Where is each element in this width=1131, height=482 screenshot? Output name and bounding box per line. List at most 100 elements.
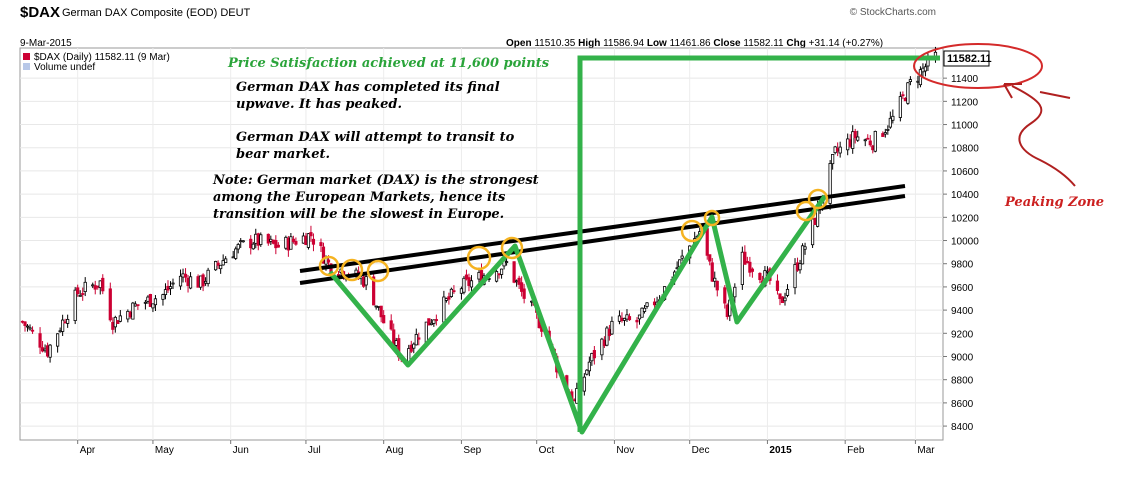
candle-body (118, 315, 122, 322)
x-tick-label: Mar (917, 445, 935, 456)
candle-body (637, 314, 642, 320)
candle-body (891, 115, 895, 121)
candle-body (743, 251, 747, 265)
peaking-ellipse (913, 43, 1043, 89)
candle-body (93, 285, 97, 290)
candle-body (181, 273, 185, 278)
candle-body (723, 287, 727, 304)
candle-body (309, 232, 313, 237)
candle-body (168, 286, 173, 290)
candle-body (304, 235, 308, 246)
candle-body (868, 140, 872, 146)
x-tick-label: 2015 (769, 445, 792, 456)
candle-body (848, 139, 852, 147)
candlesticks (20, 46, 938, 406)
candle-body (143, 301, 148, 304)
candle-body (25, 325, 30, 328)
candle-body (221, 260, 225, 266)
candle-body (467, 277, 471, 286)
y-tick-label: 10800 (951, 144, 979, 155)
x-tick-label: Oct (539, 445, 555, 456)
chg-label: Chg (786, 38, 806, 49)
candle-body (921, 67, 925, 73)
y-tick-label: 11400 (951, 74, 979, 85)
candle-body (259, 234, 263, 245)
description-text: German DAX Composite (EOD) (62, 7, 218, 19)
candle-body (382, 315, 386, 324)
candle-body (98, 280, 102, 289)
candle-body (793, 264, 797, 289)
chart-description: German DAX Composite (EOD) DEUT (62, 7, 250, 19)
candle-body (417, 337, 421, 340)
legend-volume: Volume undef (34, 62, 95, 73)
candle-body (429, 322, 433, 325)
candle-body (196, 276, 200, 288)
candle-body (198, 275, 203, 288)
candle-body (269, 238, 273, 242)
candle-body (582, 376, 586, 392)
candle-body (607, 329, 612, 337)
candle-body (204, 280, 208, 284)
candle-body (602, 339, 606, 347)
highlight-circle (340, 258, 364, 282)
trend-line-upper (299, 184, 906, 273)
candle-body (284, 236, 288, 249)
candle-body (83, 281, 87, 293)
candle-body (600, 338, 604, 356)
candle-body (452, 290, 456, 293)
y-tick-label: 9800 (951, 260, 974, 271)
candle-body (846, 138, 850, 151)
highlight-circle (680, 219, 704, 243)
candle-body (231, 256, 235, 259)
candle-body (783, 297, 787, 302)
candle-body (831, 154, 835, 165)
x-tick-label: Feb (847, 445, 865, 456)
candle-body (372, 276, 376, 306)
candle-body (427, 318, 431, 326)
candle-body (432, 319, 436, 324)
candle-body (58, 330, 62, 333)
highlight-circle (807, 188, 829, 210)
candle-body (522, 288, 526, 299)
candle-body (866, 137, 870, 140)
candle-body (78, 294, 82, 297)
candle-body (903, 97, 907, 102)
y-tick-label: 10000 (951, 237, 979, 248)
note-text-1: Note: German market (DAX) is the stronge… (212, 173, 539, 188)
candle-body (851, 131, 855, 149)
candle-body (96, 285, 100, 288)
candle-body (778, 293, 782, 300)
candle-body (585, 369, 589, 375)
candle-body (128, 311, 132, 318)
highlight-circle (500, 236, 524, 260)
candle-body (63, 321, 67, 324)
candle-body (326, 259, 331, 263)
candle-body (201, 274, 205, 287)
candle-body (898, 96, 902, 118)
candle-body (758, 272, 762, 281)
candle-body (499, 268, 504, 275)
chart-date: 9-Mar-2015 (20, 38, 72, 49)
candle-body (863, 139, 867, 142)
candle-body (610, 320, 614, 335)
candle-body (61, 319, 65, 332)
candle-body (444, 298, 448, 301)
candle-body (321, 246, 326, 264)
peaking-arrow-stem (1011, 85, 1076, 187)
candle-body (627, 316, 632, 321)
candle-body (286, 237, 290, 251)
candle-body (888, 117, 892, 128)
candle-body (131, 302, 135, 320)
candle-body (214, 260, 218, 271)
candle-body (161, 294, 165, 300)
candle-body (725, 304, 729, 317)
candle-body (447, 296, 451, 300)
candle-body (449, 288, 454, 297)
candle-body (800, 245, 805, 265)
completed-text-2: upwave. It has peaked. (236, 97, 402, 112)
last-price-box (943, 50, 990, 67)
candle-body (798, 263, 802, 271)
candle-body (442, 296, 446, 323)
y-tick-label: 9400 (951, 306, 974, 317)
